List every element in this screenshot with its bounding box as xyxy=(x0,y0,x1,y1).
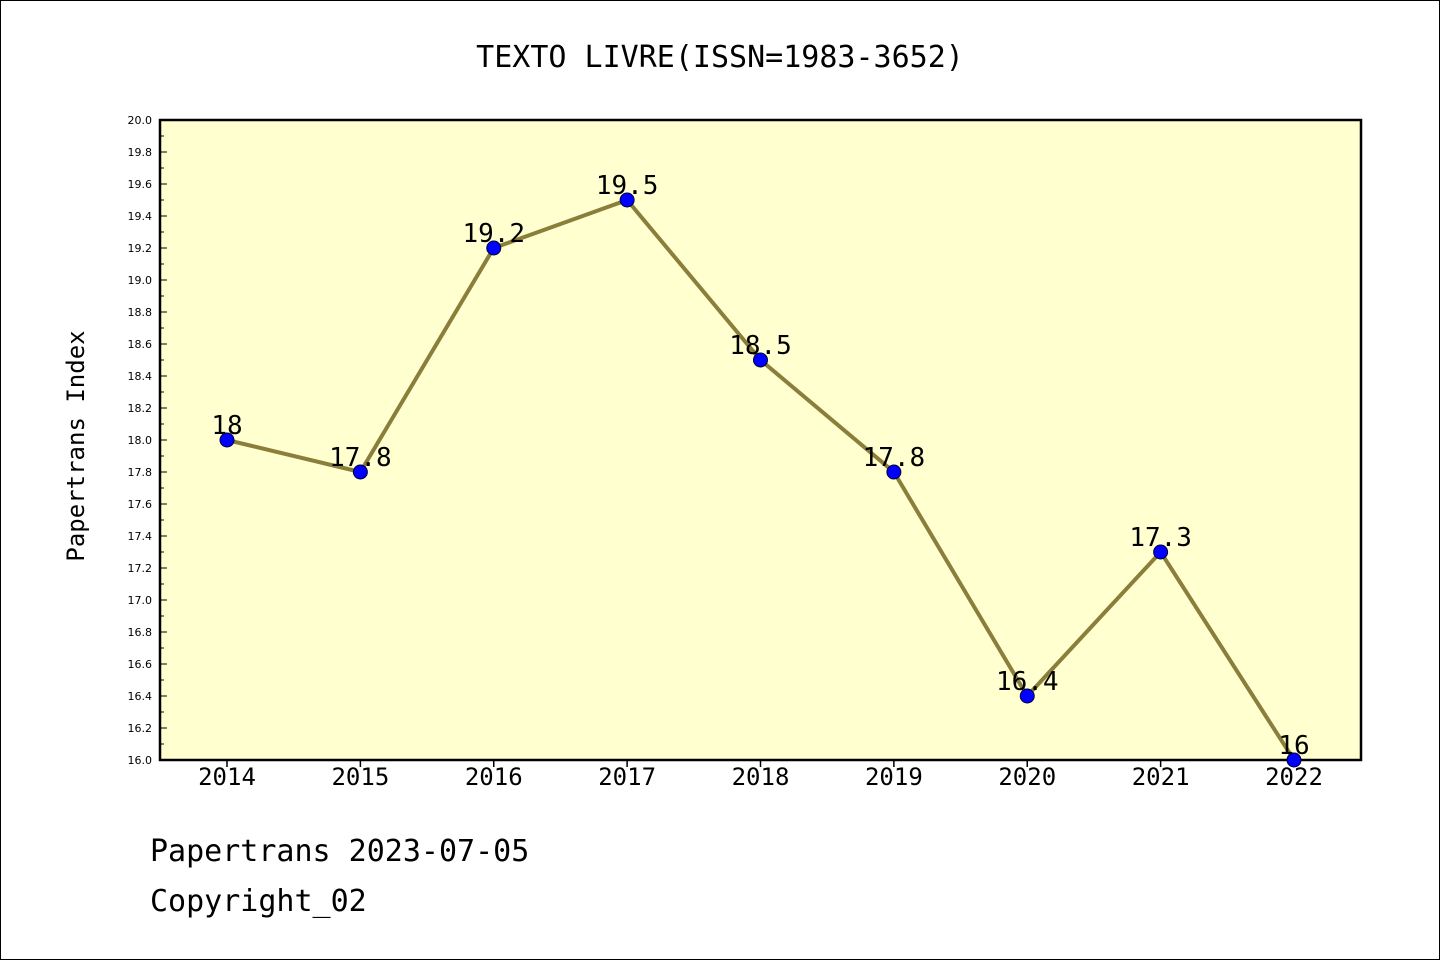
y-tick-label: 19.0 xyxy=(128,274,153,287)
y-tick-label: 20.0 xyxy=(128,114,153,127)
y-tick-label: 16.0 xyxy=(128,754,153,767)
y-tick-label: 16.4 xyxy=(128,690,153,703)
y-tick-label: 17.4 xyxy=(128,530,153,543)
chart-title: TEXTO LIVRE(ISSN=1983-3652) xyxy=(476,40,964,75)
data-point xyxy=(219,432,235,448)
y-tick-label: 19.6 xyxy=(128,178,153,191)
data-label: 17.8 xyxy=(863,443,926,473)
y-tick-label: 18.6 xyxy=(128,338,153,351)
x-tick-label: 2022 xyxy=(1265,763,1323,791)
data-point xyxy=(1286,752,1302,768)
x-axis-ticks: 2014 2015 2016 2017 2018 2019 2020 2021 2022 xyxy=(198,760,1323,791)
y-tick-label: 16.8 xyxy=(128,626,153,639)
y-tick-label: 16.6 xyxy=(128,658,153,671)
data-label: 19.5 xyxy=(596,171,659,201)
data-label: 17.3 xyxy=(1129,523,1192,553)
x-tick-label: 2019 xyxy=(865,763,923,791)
data-label: 17.8 xyxy=(329,443,392,473)
y-tick-label: 19.4 xyxy=(128,210,153,223)
y-tick-label: 18.0 xyxy=(128,434,153,447)
x-tick-label: 2018 xyxy=(732,763,790,791)
footer-date: Papertrans 2023-07-05 xyxy=(150,834,530,869)
data-label: 16 xyxy=(1278,731,1309,761)
data-label: 18 xyxy=(211,411,242,441)
y-tick-label: 18.4 xyxy=(128,370,153,383)
data-label: 18.5 xyxy=(729,331,792,361)
x-tick-label: 2014 xyxy=(198,763,256,791)
plot-area xyxy=(158,118,1363,762)
x-tick-label: 2017 xyxy=(598,763,656,791)
y-axis-ticks: 16.0 16.2 16.4 16.6 16.8 17.0 17.2 17.4 17.6 17.8… xyxy=(128,114,167,767)
footer-copyright: Copyright_02 xyxy=(150,884,367,919)
data-point xyxy=(1019,688,1035,704)
data-point xyxy=(486,240,502,256)
data-label: 19.2 xyxy=(462,219,525,249)
data-label: 16.4 xyxy=(996,667,1059,697)
data-point xyxy=(352,464,368,480)
x-tick-label: 2020 xyxy=(998,763,1056,791)
y-tick-label: 17.0 xyxy=(128,594,153,607)
data-point xyxy=(619,192,635,208)
y-tick-label: 18.8 xyxy=(128,306,153,319)
y-tick-label: 17.8 xyxy=(128,466,153,479)
x-tick-label: 2016 xyxy=(465,763,523,791)
data-point xyxy=(753,352,768,368)
y-tick-label: 19.2 xyxy=(128,242,153,255)
x-tick-label: 2015 xyxy=(331,763,389,791)
y-tick-label: 17.2 xyxy=(128,562,153,575)
x-tick-label: 2021 xyxy=(1132,763,1190,791)
data-point xyxy=(886,464,902,480)
y-tick-label: 17.6 xyxy=(128,498,153,511)
data-labels: 18 17.8 19.2 19.5 18.5 17.8 16.4 17.3 16 xyxy=(211,171,1309,761)
series-group xyxy=(219,192,1302,768)
y-tick-label: 18.2 xyxy=(128,402,153,415)
data-point xyxy=(1153,544,1169,560)
y-axis-label: Papertrans Index xyxy=(62,330,90,561)
y-tick-label: 16.2 xyxy=(128,722,153,735)
y-tick-label: 19.8 xyxy=(128,146,153,159)
